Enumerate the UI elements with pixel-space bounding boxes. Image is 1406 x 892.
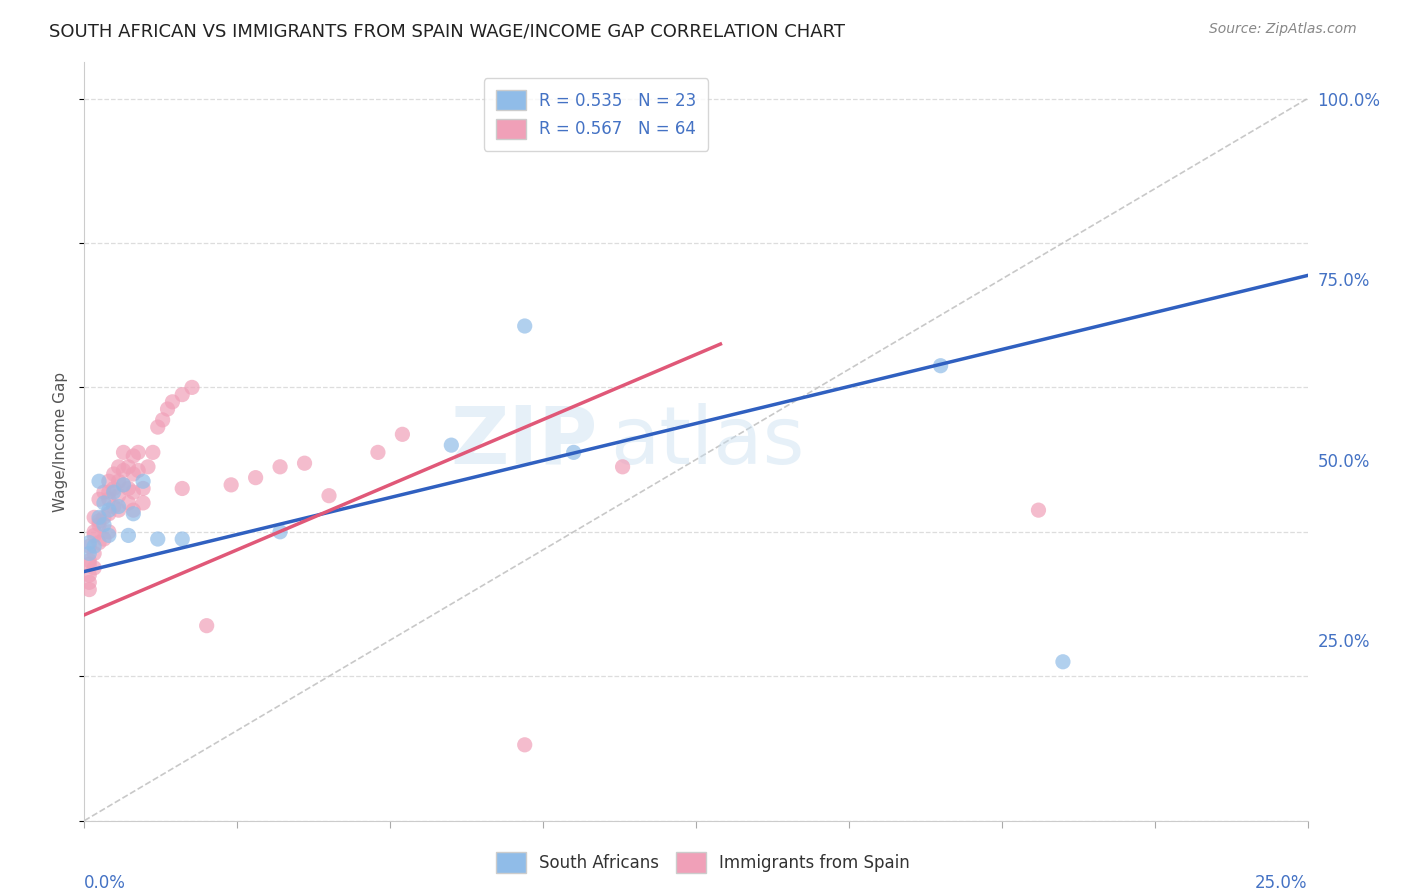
Point: [146, 532, 169, 546]
Point: [513, 318, 536, 333]
Point: [294, 456, 316, 470]
Point: [107, 500, 129, 514]
Point: [127, 445, 149, 459]
Point: [77, 582, 100, 597]
Point: [77, 568, 100, 582]
Point: [152, 413, 174, 427]
Text: 25.0%: 25.0%: [1256, 874, 1308, 892]
Point: [107, 489, 129, 503]
Point: [367, 445, 389, 459]
Point: [77, 554, 100, 568]
Point: [181, 380, 204, 394]
Point: [162, 394, 184, 409]
Point: [103, 467, 125, 481]
Point: [132, 475, 155, 489]
Point: [391, 427, 413, 442]
Point: [87, 492, 110, 507]
Y-axis label: Wage/Income Gap: Wage/Income Gap: [53, 371, 69, 512]
Point: [142, 445, 165, 459]
Point: [195, 618, 218, 632]
Text: ZIP: ZIP: [451, 402, 598, 481]
Point: [97, 507, 120, 521]
Point: [87, 517, 110, 532]
Point: [83, 539, 105, 553]
Point: [93, 485, 115, 500]
Point: [97, 503, 120, 517]
Point: [97, 492, 120, 507]
Point: [87, 510, 110, 524]
Point: [117, 482, 139, 496]
Text: Source: ZipAtlas.com: Source: ZipAtlas.com: [1209, 22, 1357, 37]
Point: [77, 539, 100, 553]
Legend: R = 0.535   N = 23, R = 0.567   N = 64: R = 0.535 N = 23, R = 0.567 N = 64: [484, 78, 709, 151]
Point: [87, 535, 110, 549]
Point: [562, 445, 585, 459]
Point: [103, 485, 125, 500]
Point: [219, 478, 242, 492]
Point: [136, 459, 159, 474]
Point: [172, 387, 194, 401]
Point: [83, 561, 105, 575]
Point: [269, 459, 291, 474]
Point: [112, 445, 135, 459]
Point: [122, 467, 145, 481]
Point: [83, 546, 105, 560]
Point: [929, 359, 952, 373]
Point: [112, 463, 135, 477]
Point: [269, 524, 291, 539]
Point: [77, 575, 100, 590]
Point: [83, 528, 105, 542]
Point: [117, 459, 139, 474]
Point: [117, 496, 139, 510]
Point: [122, 449, 145, 463]
Point: [513, 738, 536, 752]
Point: [146, 420, 169, 434]
Point: [93, 532, 115, 546]
Point: [245, 470, 267, 484]
Text: atlas: atlas: [610, 402, 804, 481]
Point: [122, 503, 145, 517]
Point: [103, 500, 125, 514]
Point: [97, 524, 120, 539]
Point: [112, 478, 135, 492]
Point: [122, 485, 145, 500]
Point: [87, 514, 110, 528]
Point: [172, 482, 194, 496]
Point: [97, 485, 120, 500]
Point: [83, 510, 105, 524]
Point: [318, 489, 340, 503]
Point: [103, 482, 125, 496]
Point: [112, 478, 135, 492]
Point: [1028, 503, 1050, 517]
Point: [97, 528, 120, 542]
Point: [127, 463, 149, 477]
Point: [77, 546, 100, 560]
Point: [132, 496, 155, 510]
Point: [107, 503, 129, 517]
Point: [172, 532, 194, 546]
Point: [156, 402, 179, 417]
Point: [93, 510, 115, 524]
Point: [132, 482, 155, 496]
Point: [83, 524, 105, 539]
Point: [77, 558, 100, 572]
Point: [107, 459, 129, 474]
Point: [122, 507, 145, 521]
Point: [1052, 655, 1074, 669]
Point: [87, 475, 110, 489]
Point: [440, 438, 463, 452]
Legend: South Africans, Immigrants from Spain: South Africans, Immigrants from Spain: [489, 846, 917, 880]
Text: 0.0%: 0.0%: [84, 874, 127, 892]
Point: [93, 496, 115, 510]
Point: [612, 459, 634, 474]
Point: [117, 528, 139, 542]
Point: [107, 475, 129, 489]
Point: [77, 535, 100, 549]
Point: [97, 475, 120, 489]
Text: SOUTH AFRICAN VS IMMIGRANTS FROM SPAIN WAGE/INCOME GAP CORRELATION CHART: SOUTH AFRICAN VS IMMIGRANTS FROM SPAIN W…: [49, 22, 845, 40]
Point: [93, 517, 115, 532]
